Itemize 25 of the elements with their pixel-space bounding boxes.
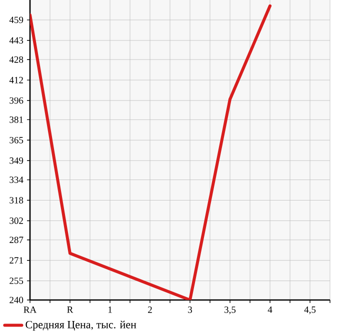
y-tick-label: 240 (10, 296, 24, 304)
y-tick-label: 255 (10, 278, 24, 284)
y-tick-label: 412 (9, 76, 23, 84)
y-tick-label: 459 (9, 16, 24, 24)
x-tick-label: 2 (148, 306, 152, 313)
x-tick-label: 1 (108, 306, 112, 313)
x-tick-label: 3,5 (224, 306, 236, 314)
y-tick-label: 443 (9, 37, 24, 44)
y-tick-label: 365 (10, 136, 24, 144)
y-tick-label: 287 (10, 236, 24, 244)
y-tick-label: 349 (10, 157, 24, 164)
y-tick-label: 381 (10, 116, 23, 123)
y-tick-label: 334 (10, 176, 24, 183)
line-series (30, 4, 272, 300)
y-tick-label: 271 (10, 257, 23, 264)
x-tick-label: 4 (268, 306, 272, 313)
legend-label: Средняя Цена, тыс. йен (26, 320, 136, 331)
x-tick-label: 3 (188, 306, 192, 313)
y-tick-label: 396 (10, 97, 24, 104)
y-tick-label: 302 (10, 218, 23, 224)
x-tick-label: R (67, 306, 74, 313)
y-tick-label: 318 (10, 197, 24, 204)
x-tick-label: 4,5 (304, 306, 316, 314)
x-tick-label: RA (24, 306, 37, 313)
y-tick-label: 428 (9, 56, 24, 63)
